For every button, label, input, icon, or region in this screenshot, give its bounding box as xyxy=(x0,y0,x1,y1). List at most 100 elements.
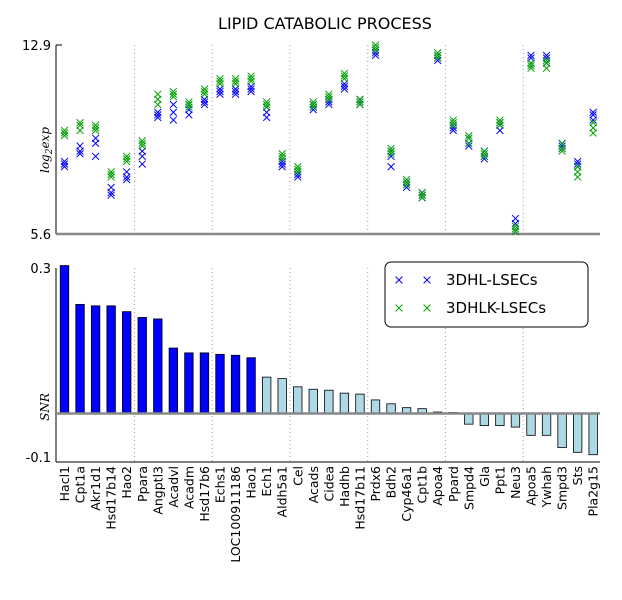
gene-label-sts: Sts xyxy=(570,466,585,485)
scatter-point-3dhlk-b xyxy=(371,41,380,49)
gene-label-cpt1b: Cpt1b xyxy=(415,466,430,504)
bar-echs1 xyxy=(215,353,225,414)
scatter-point-3dhl-b xyxy=(76,142,84,150)
bar-apoa5 xyxy=(526,413,536,436)
scatter-point-3dhlk-b xyxy=(278,152,286,161)
gene-label-hao1: Hao1 xyxy=(244,466,259,499)
scatter-point-3dhlk-b xyxy=(122,157,131,166)
scatter-point-3dhl-b xyxy=(107,191,115,199)
scatter-point-3dhlk-b xyxy=(371,43,380,52)
scatter-point-3dhlk-b xyxy=(449,121,458,130)
bar-ywhah xyxy=(541,413,552,436)
scatter-point-3dhl xyxy=(340,82,349,91)
scatter-point-3dhl xyxy=(387,162,395,171)
scatter-point-3dhlk xyxy=(231,74,240,83)
scatter-point-3dhlk-b xyxy=(511,225,520,233)
scatter-point-3dhlk-b xyxy=(402,181,411,189)
gene-label-cpt1a: Cpt1a xyxy=(73,466,88,503)
scatter-point-3dhlk xyxy=(247,72,255,80)
scatter-point-3dhlk-b xyxy=(154,90,162,98)
scatter-point-3dhlk xyxy=(356,98,364,106)
bar-loc100911186 xyxy=(230,354,241,414)
scatter-point-3dhl xyxy=(231,87,240,96)
scatter-point-3dhlk-b xyxy=(402,178,411,186)
gene-label-gla: Gla xyxy=(477,466,492,487)
scatter-point-3dhl xyxy=(76,149,84,158)
gene-label-akr1d1: Akr1d1 xyxy=(88,466,103,511)
scatter-point-3dhlk xyxy=(76,121,84,130)
scatter-point-3dhl-b xyxy=(465,142,473,150)
scatter-point-3dhlk xyxy=(433,54,442,62)
scatter-point-3dhl xyxy=(200,98,209,106)
gene-label-hao2: Hao2 xyxy=(119,466,134,499)
scatter-point-3dhlk xyxy=(589,118,597,127)
scatter-point-3dhlk-b xyxy=(527,61,535,70)
gene-label-hsd17b11: Hsd17b11 xyxy=(352,466,367,530)
scatter-point-3dhlk-b xyxy=(496,118,504,127)
scatter-point-3dhl-b xyxy=(573,160,582,168)
scatter-point-3dhl-b xyxy=(589,108,597,117)
scatter-point-3dhlk xyxy=(169,87,178,96)
scatter-point-3dhlk-b xyxy=(387,149,395,158)
gene-label-ppard: Ppard xyxy=(446,466,461,502)
scatter-point-3dhlk xyxy=(527,59,535,67)
gene-label-cidea: Cidea xyxy=(321,466,336,502)
scatter-point-3dhlk xyxy=(449,121,458,130)
bar-hsd17b11 xyxy=(355,393,365,414)
bar-acadvl xyxy=(168,347,179,414)
scatter-point-3dhlk xyxy=(325,93,333,101)
scatter-point-3dhl xyxy=(122,175,131,184)
scatter-point-3dhlk-b xyxy=(216,74,224,83)
gene-label-hsd17b14: Hsd17b14 xyxy=(104,466,119,530)
gene-label-acadm: Acadm xyxy=(181,466,196,509)
scatter-point-3dhl-b xyxy=(107,188,115,197)
scatter-point-3dhl xyxy=(465,142,473,150)
gene-label-echs1: Echs1 xyxy=(213,466,228,503)
legend-cross-3dhlk-right xyxy=(423,304,431,312)
scatter-point-3dhl xyxy=(107,188,115,197)
scatter-point-3dhlk-b xyxy=(340,69,349,78)
scatter-point-3dhlk-b xyxy=(325,93,333,101)
gene-label-smpd3: Smpd3 xyxy=(555,466,570,510)
scatter-point-3dhl xyxy=(169,100,178,109)
bar-akr1d1 xyxy=(90,305,101,414)
scatter-point-3dhlk-b xyxy=(76,121,84,130)
gene-label-prdx6: Prdx6 xyxy=(368,466,383,502)
scatter-point-3dhlk xyxy=(278,155,286,163)
legend-label-3dhl: 3DHL-LSECs xyxy=(446,271,538,289)
scatter-point-3dhl-b xyxy=(200,98,209,106)
scatter-point-3dhl-b xyxy=(527,51,535,60)
bar-cpt1a xyxy=(75,303,85,414)
scatter-point-3dhlk xyxy=(122,157,131,166)
scatter-point-3dhlk-b xyxy=(122,155,131,163)
scatter-point-3dhlk xyxy=(465,134,473,142)
scatter-point-3dhlk-b xyxy=(433,54,442,62)
scatter-point-3dhl xyxy=(511,214,520,223)
scatter-point-3dhlk-b xyxy=(387,147,395,155)
scatter-point-3dhl-b xyxy=(138,160,147,168)
scatter-point-3dhl xyxy=(154,108,162,117)
bar-gla xyxy=(479,413,490,427)
scatter-point-3dhl xyxy=(91,152,100,161)
scatter-point-3dhlk-b xyxy=(107,170,115,179)
scatter-point-3dhlk xyxy=(433,51,442,60)
scatter-point-3dhl-b xyxy=(122,175,131,184)
scatter-point-3dhlk-b xyxy=(185,100,193,109)
scatter-point-3dhl xyxy=(247,85,255,93)
scatter-point-3dhlk-b xyxy=(231,74,240,83)
scatter-point-3dhlk-b xyxy=(465,134,473,142)
scatter-point-3dhl-b xyxy=(60,160,69,168)
scatter-point-3dhl-b xyxy=(231,87,240,96)
scatter-point-3dhl-b xyxy=(76,149,84,158)
scatter-point-3dhlk xyxy=(216,74,224,83)
scatter-point-3dhlk xyxy=(558,139,566,148)
scatter-point-3dhlk xyxy=(60,129,69,137)
scatter-point-3dhl xyxy=(589,111,597,119)
scatter-point-3dhlk-b xyxy=(449,118,458,127)
legend-cross-3dhl-left xyxy=(395,276,403,284)
scatter-point-3dhlk xyxy=(138,137,147,145)
bar-cidea xyxy=(324,389,334,414)
scatter-point-3dhl-b xyxy=(247,85,255,93)
scatter-point-3dhlk-b xyxy=(356,98,364,106)
